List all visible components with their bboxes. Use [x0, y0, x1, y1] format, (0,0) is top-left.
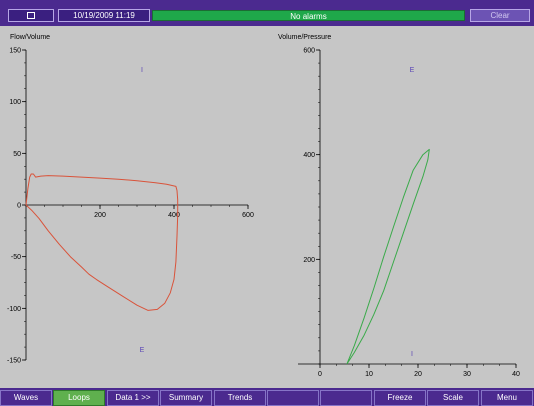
flow-volume-bottom-marker: E [140, 347, 145, 354]
bottom-softkey-bar: Waves Loops Data 1 >> Summary Trends Freeze Sc… [0, 388, 534, 406]
softkey-freeze[interactable]: Freeze [374, 390, 426, 406]
volume-pressure-y-tick-label: 600 [303, 48, 315, 55]
volume-pressure-x-tick-label: 30 [463, 371, 471, 378]
softkey-menu[interactable]: Menu [481, 390, 533, 406]
softkey-blank-6[interactable] [320, 390, 372, 406]
flow-volume-title: Flow/Volume [10, 34, 50, 41]
volume-pressure-x-tick-label: 10 [365, 371, 373, 378]
softkey-waves[interactable]: Waves [0, 390, 52, 406]
top-status-bar: 10/19/2009 11:19 No alarms Clear [0, 0, 534, 26]
volume-pressure-y-tick-label: 200 [303, 257, 315, 264]
flow-volume-y-tick-label: -100 [7, 306, 21, 313]
window-icon [27, 12, 35, 19]
volume-pressure-top-marker: E [410, 67, 415, 74]
flow-volume-y-tick-label: 100 [9, 99, 21, 106]
window-menu-button[interactable] [8, 9, 54, 22]
loops-panel: Flow/Volume 150 100 50 0 -50 -100 -150 200 400 600… [0, 26, 534, 386]
flow-volume-x-tick-label: 200 [94, 212, 106, 219]
volume-pressure-title: Volume/Pressure [278, 34, 331, 41]
volume-pressure-x-tick-label: 40 [512, 371, 520, 378]
flow-volume-x-tick-label: 400 [168, 212, 180, 219]
softkey-summary[interactable]: Summary [160, 390, 212, 406]
volume-pressure-x-tick-label: 0 [318, 371, 322, 378]
flow-volume-y-tick-label: 150 [9, 48, 21, 55]
volume-pressure-bottom-marker: I [411, 351, 413, 358]
alarm-status-bar: No alarms [152, 10, 465, 21]
volume-pressure-x-tick-label: 20 [414, 371, 422, 378]
flow-volume-y-tick-label: 50 [13, 151, 21, 158]
softkey-data-1[interactable]: Data 1 >> [107, 390, 159, 406]
flow-volume-loop-line [25, 173, 179, 311]
flow-volume-y-tick-label: 0 [17, 203, 21, 210]
volume-pressure-y-tick-label: 400 [303, 152, 315, 159]
softkey-trends[interactable]: Trends [214, 390, 266, 406]
date-time-display: 10/19/2009 11:19 [58, 9, 150, 22]
clear-alarms-button[interactable]: Clear [470, 9, 530, 22]
volume-pressure-loop-line [346, 148, 430, 365]
flow-volume-x-tick-label: 600 [242, 212, 254, 219]
softkey-scale[interactable]: Scale [427, 390, 479, 406]
flow-volume-y-tick-label: -50 [11, 254, 21, 261]
flow-volume-y-tick-label: -150 [7, 358, 21, 365]
softkey-blank-5[interactable] [267, 390, 319, 406]
flow-volume-top-marker: I [141, 67, 143, 74]
softkey-loops[interactable]: Loops [53, 390, 105, 406]
